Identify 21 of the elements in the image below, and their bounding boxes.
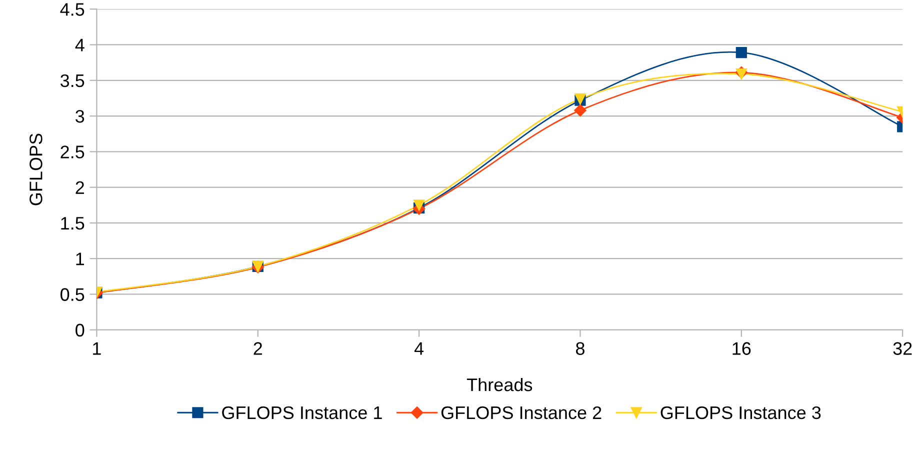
y-tick-label: 0 (76, 324, 84, 337)
y-tick-label: 4 (75, 38, 84, 52)
y-tick-label: 3.5 (60, 74, 84, 88)
y-tick-label: 1.5 (61, 217, 84, 230)
y-tick-label: 4.5 (60, 3, 84, 16)
x-tick-label: 1 (93, 342, 101, 355)
x-axis-title: Threads (466, 378, 532, 392)
x-tick-label: 16 (732, 342, 751, 355)
legend-label: GFLOPS Instance 2 (441, 406, 602, 420)
y-tick-label: 2.5 (60, 146, 84, 158)
x-tick-label: 4 (414, 342, 424, 355)
y-tick-label: 0.5 (60, 288, 84, 301)
x-tick-label: 32 (893, 342, 912, 355)
x-tick-label: 8 (576, 342, 584, 355)
y-tick-label: 2 (76, 181, 84, 194)
y-tick-label: 3 (76, 110, 84, 123)
y-tick-label: 1 (76, 252, 84, 266)
x-tick-label: 2 (254, 342, 262, 355)
legend-label: GFLOPS Instance 3 (660, 406, 821, 420)
legend-label: GFLOPS Instance 1 (222, 406, 382, 420)
y-axis-title: GFLOPS (30, 134, 42, 206)
